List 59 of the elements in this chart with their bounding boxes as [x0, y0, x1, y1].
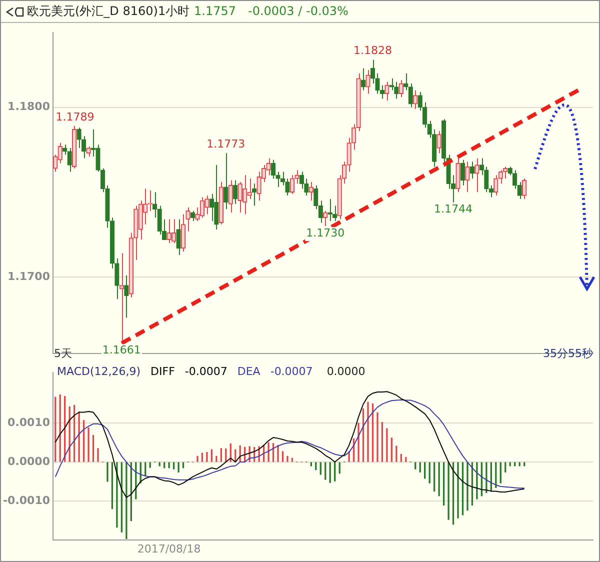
annotation: -0.0007 — [270, 365, 313, 378]
candlestick — [209, 193, 214, 222]
candlestick — [67, 148, 72, 172]
annotation: 1.1730 — [306, 226, 345, 240]
y-tick-label: 1.1700 — [8, 270, 50, 283]
candlestick — [190, 210, 196, 222]
candlestick — [494, 174, 498, 196]
candlestick — [228, 180, 233, 214]
candlestick — [460, 159, 466, 186]
text: DEA — [237, 365, 260, 378]
candlestick — [124, 274, 129, 318]
annotation: 1.1773 — [206, 137, 246, 150]
candlestick — [474, 158, 480, 193]
annotation: 35分55秒 — [543, 346, 593, 361]
candlestick — [270, 159, 276, 180]
candlestick — [323, 210, 328, 227]
candlestick — [299, 171, 304, 190]
text: DIFF — [150, 365, 175, 378]
annotation: 0.0000 — [326, 365, 366, 378]
y-tick-label: 0.0010 — [8, 416, 50, 430]
candlestick — [200, 196, 205, 218]
candlestick — [522, 178, 527, 200]
candlestick — [366, 69, 370, 94]
text: -0.0003 / -0.03% — [248, 3, 348, 20]
candlestick — [186, 206, 190, 232]
candlestick — [294, 170, 300, 184]
y-tick-label: 0.0000 — [8, 454, 50, 468]
candlestick — [398, 80, 404, 98]
candlestick — [436, 130, 442, 154]
candlestick — [148, 190, 152, 212]
chart-title: 欧元美元(外汇_D 8160)1小时 — [27, 3, 190, 20]
candlestick — [176, 218, 181, 256]
candlestick — [290, 174, 295, 194]
candlestick — [252, 183, 257, 206]
candlestick — [394, 81, 399, 100]
candlestick — [224, 152, 228, 210]
candlestick — [389, 78, 394, 91]
candlestick — [465, 161, 470, 193]
annotation: -0.0007 — [184, 365, 228, 378]
candlestick — [308, 181, 314, 202]
candlestick — [470, 161, 475, 180]
annotation: 1.1828 — [353, 44, 392, 58]
candlestick — [384, 81, 390, 101]
annotation: 1.1661 — [102, 344, 141, 357]
annotation: 1.1789 — [56, 110, 94, 124]
x-tick-label: 2017/08/18 — [137, 542, 201, 556]
candlestick — [233, 180, 238, 205]
candlestick — [171, 218, 176, 244]
chart-title: MACD(12,26,9) — [57, 365, 141, 378]
candlestick — [413, 90, 418, 110]
candlestick — [114, 258, 120, 300]
candlestick — [86, 146, 91, 158]
y-tick-label: 1.1800 — [8, 100, 50, 114]
candlestick — [247, 178, 252, 200]
y-tick-label: -0.0010 — [2, 494, 50, 507]
annotation: 1.1744 — [434, 202, 473, 216]
candlestick — [180, 214, 186, 252]
annotation: 5天 — [54, 346, 72, 361]
text: 1.1757 — [194, 3, 236, 20]
